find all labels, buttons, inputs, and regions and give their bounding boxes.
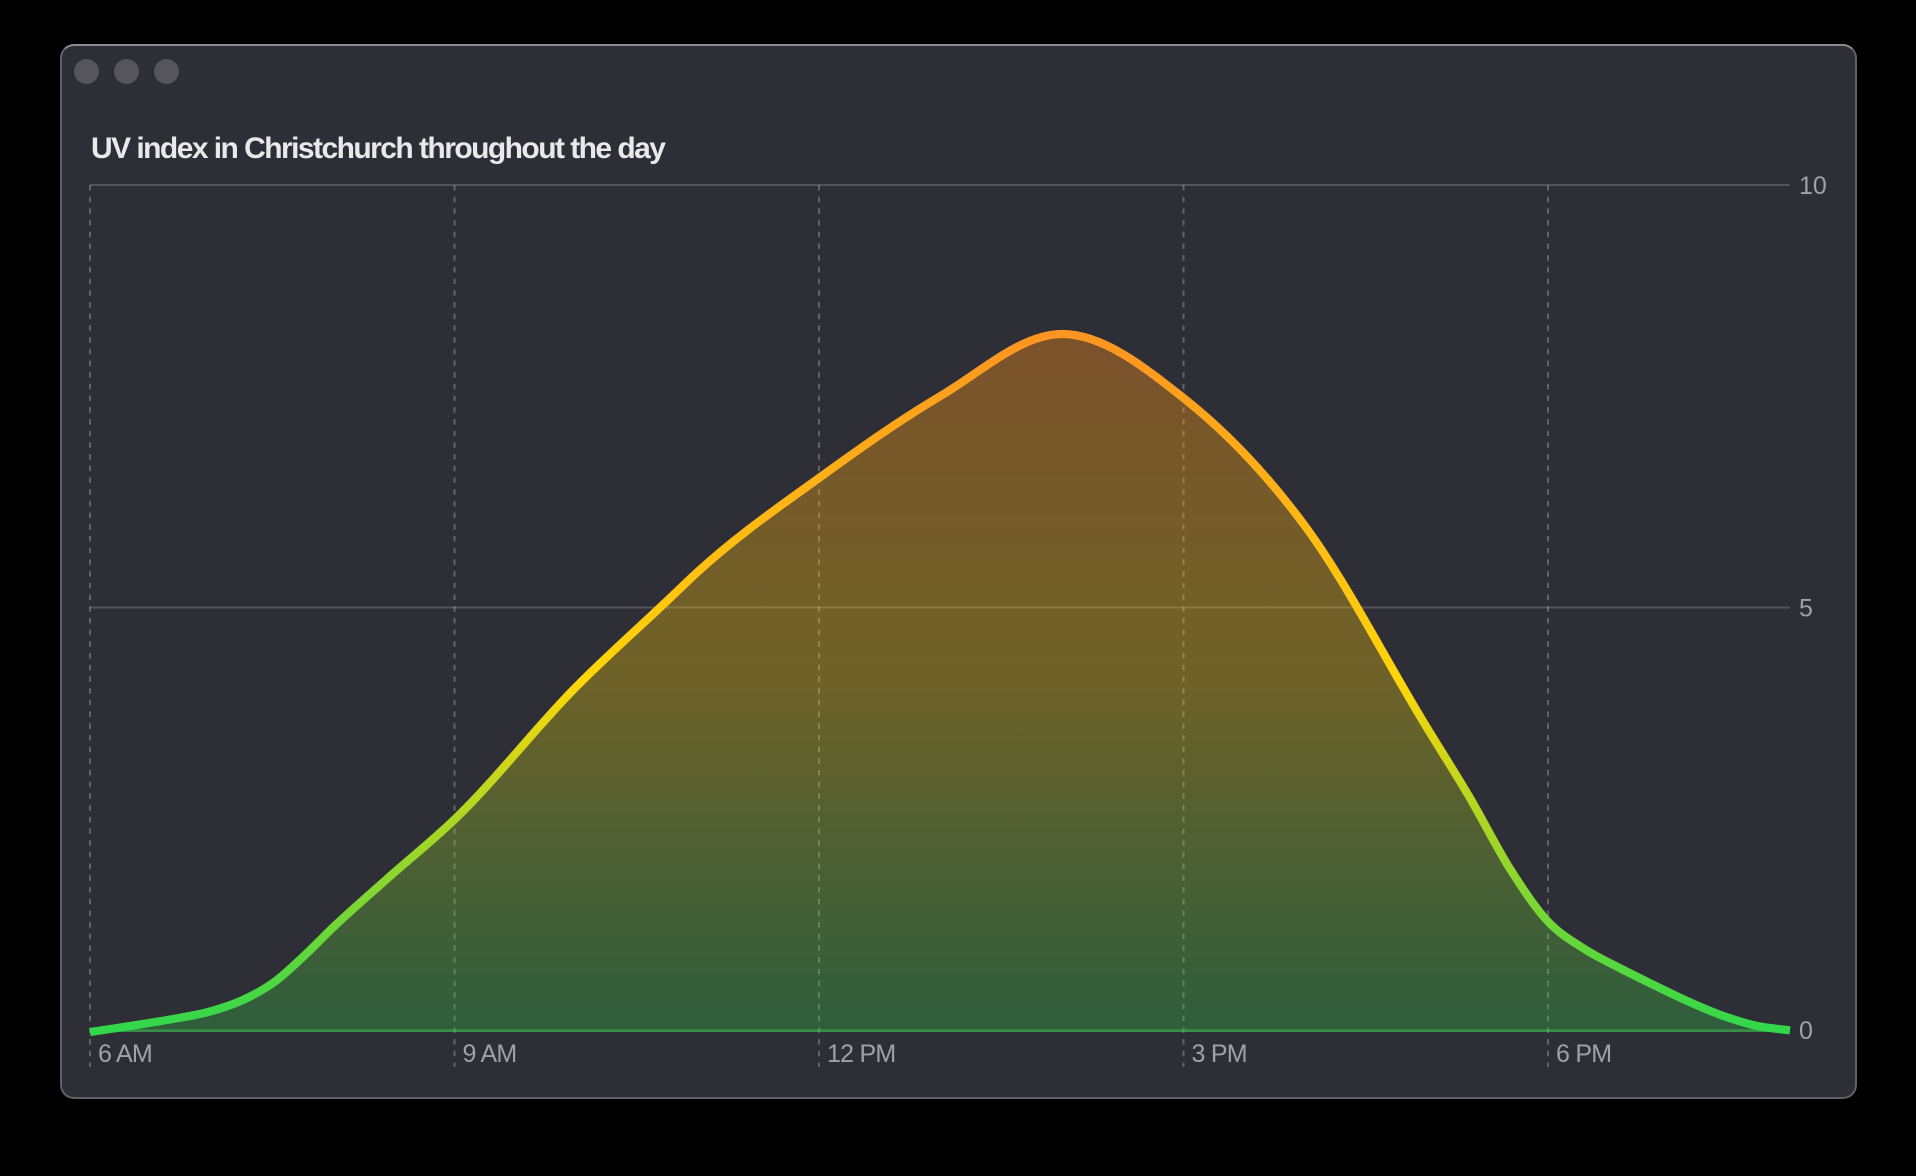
svg-text:6 AM: 6 AM bbox=[98, 1040, 152, 1068]
svg-text:12 PM: 12 PM bbox=[827, 1040, 896, 1068]
svg-text:5: 5 bbox=[1799, 595, 1813, 623]
svg-text:3 PM: 3 PM bbox=[1192, 1040, 1247, 1068]
svg-text:6 PM: 6 PM bbox=[1556, 1040, 1611, 1068]
svg-text:0: 0 bbox=[1799, 1017, 1813, 1045]
svg-text:10: 10 bbox=[1799, 172, 1827, 200]
svg-text:9 AM: 9 AM bbox=[463, 1040, 517, 1068]
